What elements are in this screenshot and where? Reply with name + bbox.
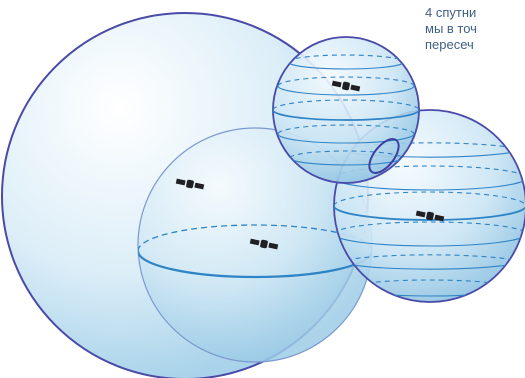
satellite-icon (415, 210, 445, 222)
satellite-icon (331, 80, 361, 92)
caption-line-3: пересеч (425, 37, 474, 52)
caption-line-2: мы в точ (425, 21, 477, 36)
caption-text: 4 спутни мы в точ пересеч (425, 5, 525, 53)
satellite-icon (249, 238, 279, 250)
caption-line-1: 4 спутни (425, 5, 477, 20)
intersection-point-ellipse (368, 138, 400, 174)
sphere-top (272, 36, 420, 184)
satellite-icon (175, 178, 205, 190)
